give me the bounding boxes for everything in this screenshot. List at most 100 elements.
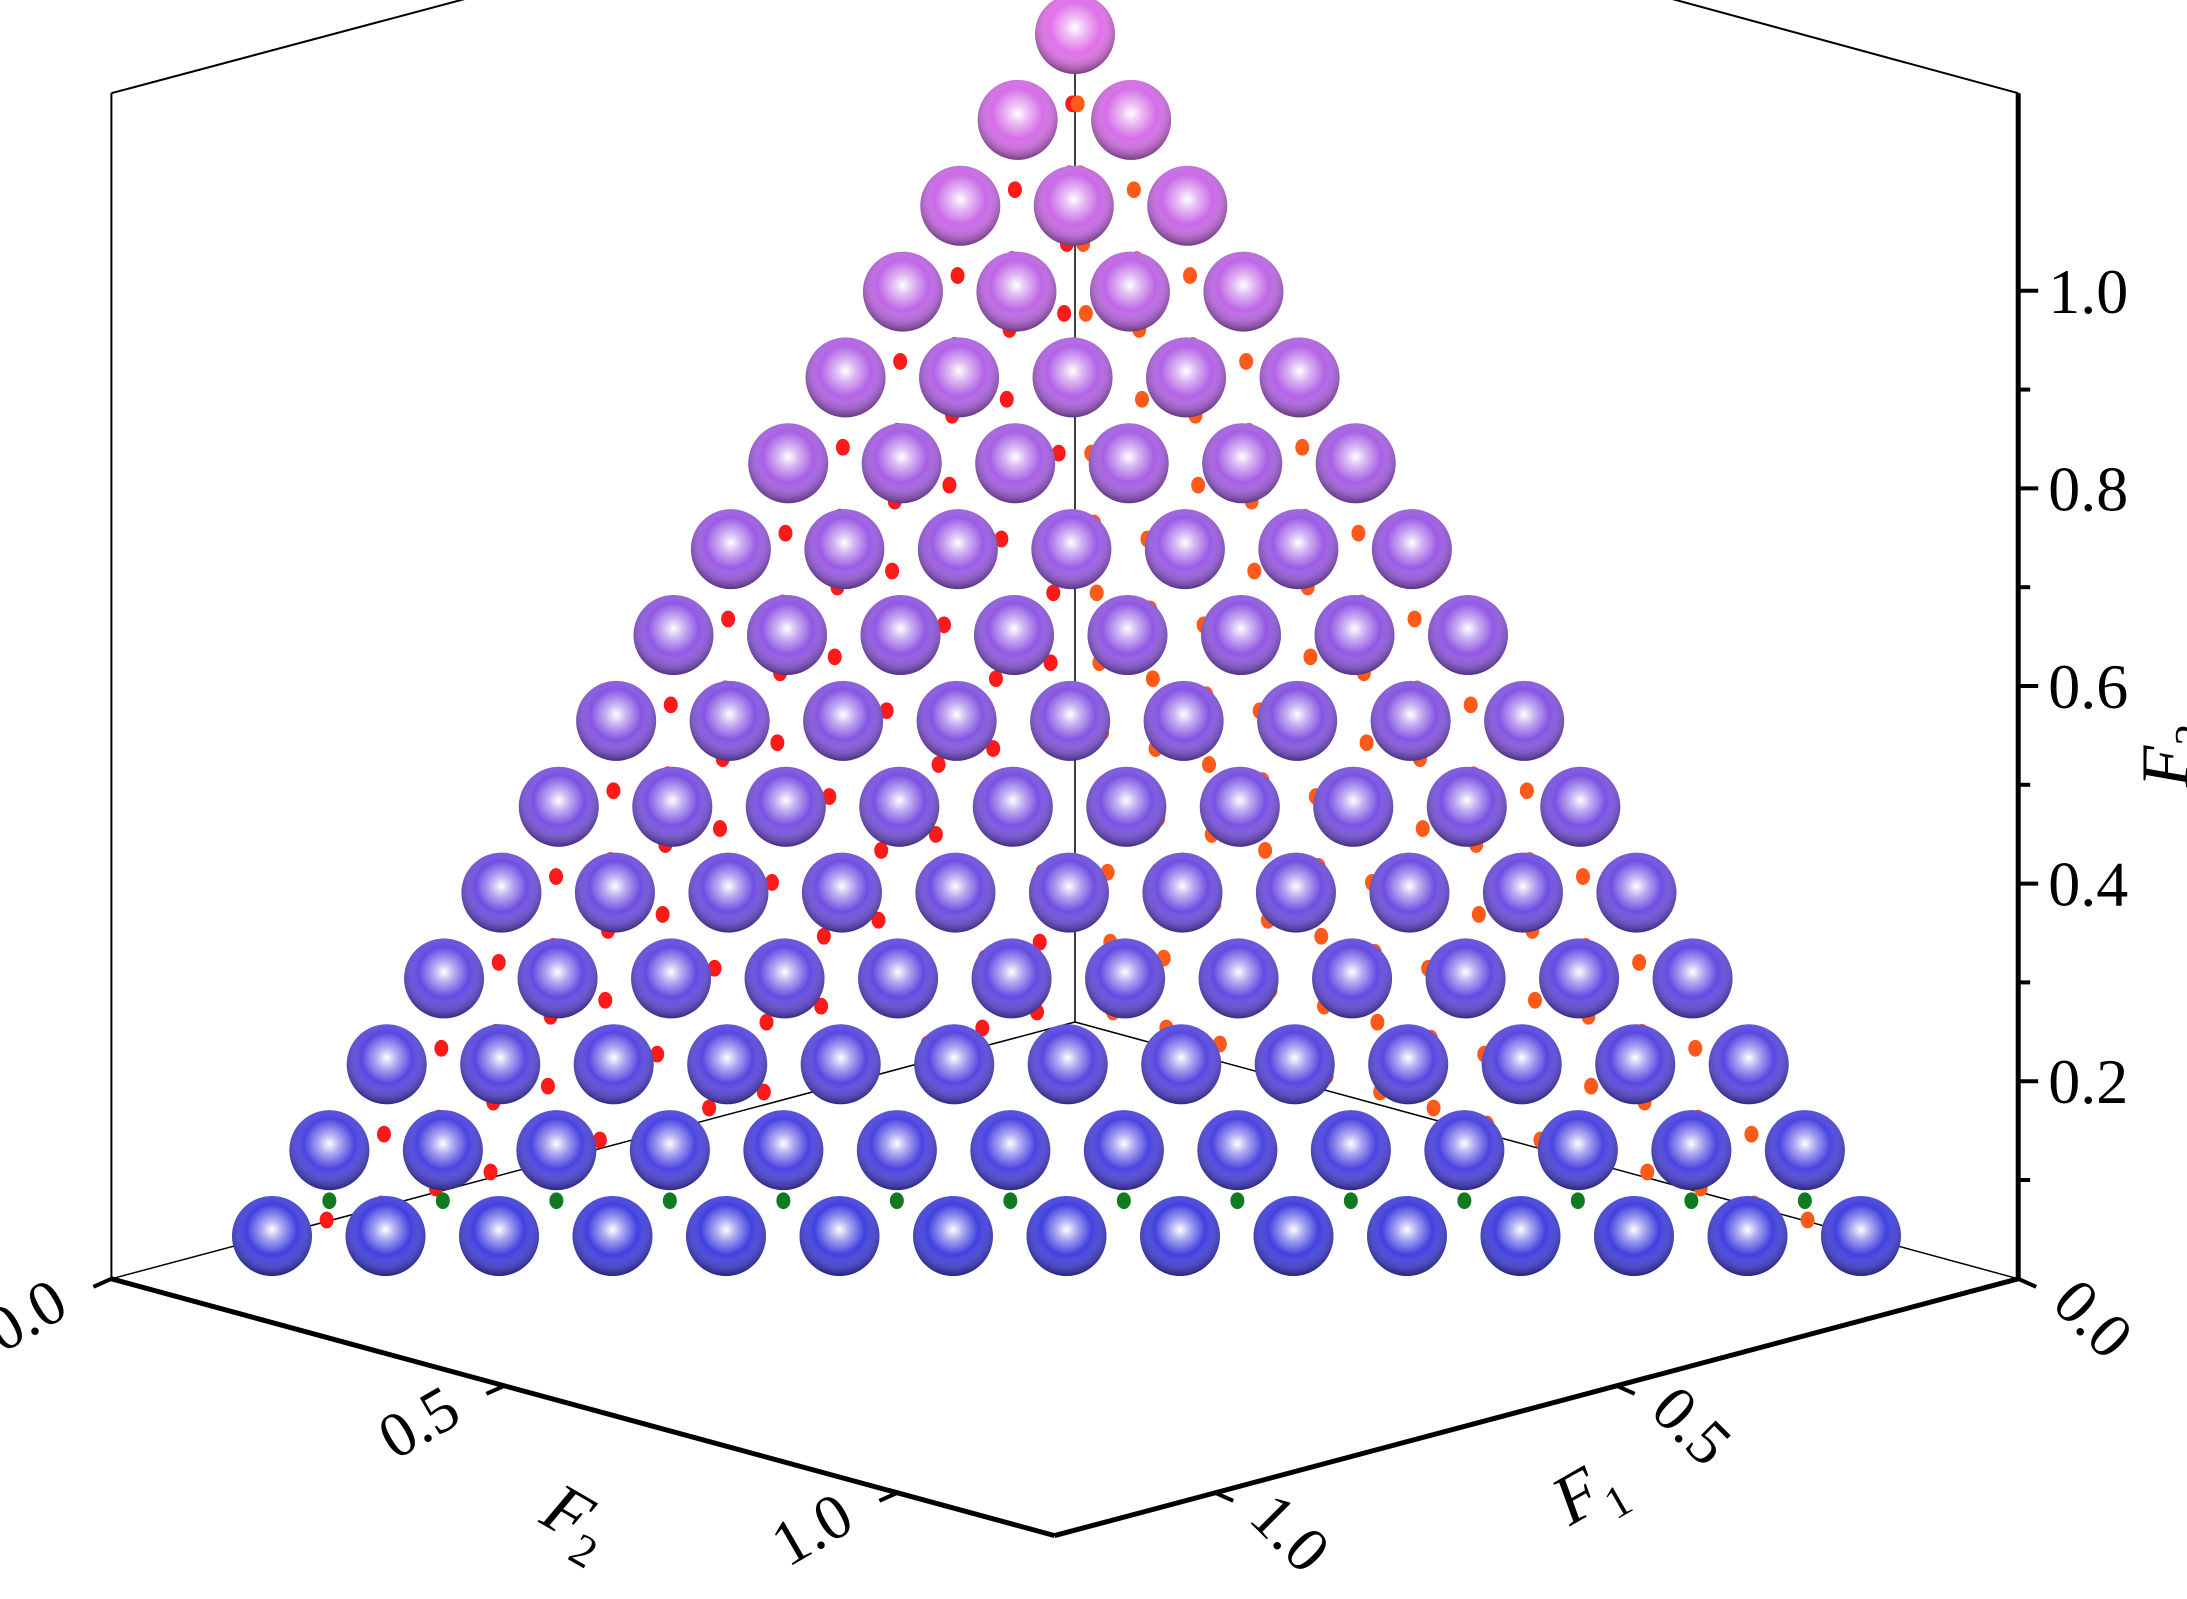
projection-point-f2f3: [986, 740, 1001, 757]
f1-axis-line: [1053, 1276, 2019, 1539]
projection-point-f2f3: [822, 788, 837, 805]
projection-point-f2f3: [879, 702, 894, 720]
pareto-point: [1027, 1024, 1108, 1105]
f3-tick-label: 0.8: [2048, 453, 2128, 524]
projection-point-f1f3: [1632, 954, 1647, 971]
pareto-point: [631, 938, 712, 1019]
pareto-point: [686, 1196, 766, 1276]
projection-point-f1f3: [1258, 842, 1273, 859]
pareto-point: [1035, 0, 1115, 74]
pareto-point: [803, 680, 884, 761]
pareto-point: [1255, 852, 1336, 933]
pareto-point: [345, 1196, 426, 1276]
pareto-point: [1028, 852, 1109, 933]
pareto-point: [461, 852, 542, 933]
projection-point-f1f2: [1684, 1192, 1699, 1210]
pareto-point: [919, 337, 1000, 418]
projection-point-f2f3: [950, 267, 965, 284]
projection-point-f2f3: [942, 476, 957, 494]
projection-point-f2f3: [549, 868, 564, 885]
pareto-point: [916, 680, 997, 761]
pareto-point: [1026, 1196, 1107, 1276]
pareto-point: [745, 766, 826, 847]
pareto-point: [860, 595, 941, 675]
pareto-point: [1707, 1196, 1788, 1276]
projection-point-f1f2: [1230, 1192, 1245, 1210]
projection-point-f1f3: [1126, 181, 1141, 199]
pareto-point: [632, 766, 713, 847]
pareto-point: [1539, 938, 1620, 1019]
axes: 0.2 0.4 0.6 0.8 1.0 F3 0.0 0.5 1.0 F2 0.0 0.5 1.0 F1: [0, 93, 2187, 1586]
pareto-point: [805, 337, 886, 418]
projection-point-f2f3: [1046, 584, 1061, 602]
projection-point-f2f3: [814, 997, 829, 1015]
projection-point-f1f3: [1359, 734, 1374, 752]
projection-point-f2f3: [931, 756, 946, 773]
projection-point-f1f3: [1576, 868, 1590, 885]
projection-point-f2f3: [778, 524, 793, 542]
pareto-point: [346, 1024, 427, 1105]
pareto-point: [1424, 1110, 1505, 1191]
pareto-point: [518, 766, 599, 847]
pareto-point: [1371, 509, 1452, 590]
pareto-point: [1259, 337, 1340, 418]
projection-point-f2f3: [764, 874, 779, 891]
pareto-point: [687, 1024, 768, 1105]
pareto-point: [689, 680, 770, 761]
projection-point-f2f3: [1007, 181, 1022, 199]
projection-point-f1f3: [1640, 1163, 1655, 1181]
projection-point-f2f3: [874, 842, 889, 859]
pareto-point: [1199, 766, 1280, 847]
pareto-point: [1426, 766, 1507, 847]
pareto-point: [1033, 165, 1114, 246]
pareto-point: [862, 251, 943, 332]
pareto-point: [1087, 595, 1168, 675]
projection-point-f2f3: [988, 670, 1003, 688]
projection-point-f1f2: [1003, 1192, 1018, 1210]
pareto-point: [460, 1024, 541, 1105]
pareto-point: [1310, 1110, 1391, 1191]
projection-point-f1f3: [1415, 820, 1430, 837]
projection-point-f1f2: [435, 1192, 450, 1210]
pareto-point: [1313, 766, 1394, 847]
projection-point-f1f2: [1797, 1192, 1812, 1210]
f1-tick: [2017, 1276, 2038, 1289]
projection-point-f1f3: [1584, 1077, 1599, 1095]
projection-point-f1f3: [1314, 927, 1329, 945]
projection-point-f2f3: [835, 438, 850, 456]
pareto-point: [1143, 680, 1224, 761]
projection-point-f1f2: [1570, 1192, 1585, 1210]
projection-point-f2f3: [655, 906, 670, 923]
pareto-point: [1312, 938, 1393, 1019]
pareto-point: [1369, 852, 1450, 933]
pareto-point: [799, 1196, 880, 1276]
pareto-point: [404, 938, 485, 1019]
pareto-point: [1540, 766, 1621, 847]
projection-point-f2f3: [598, 991, 613, 1009]
f2-tick-label: 1.0: [759, 1478, 864, 1579]
pareto-point: [1254, 1024, 1335, 1105]
projection-point-f1f3: [1135, 390, 1149, 408]
projection-point-f2f3: [491, 954, 506, 971]
pareto-point: [1651, 1110, 1732, 1191]
pareto-point: [748, 423, 829, 504]
projection-point-f1f3: [1426, 1099, 1441, 1117]
pareto-point: [1595, 1024, 1676, 1105]
pareto-point: [1140, 1196, 1220, 1276]
f1-tick: [1214, 1490, 1235, 1503]
pareto-point: [920, 165, 1001, 246]
pareto-point: [1484, 680, 1565, 761]
pareto-point: [1482, 852, 1563, 933]
projection-point-f2f3: [885, 562, 900, 580]
projection-point-f1f3: [1247, 562, 1262, 580]
projection-point-f1f3: [1528, 991, 1542, 1009]
f2-tick: [485, 1383, 506, 1396]
projection-point-f2f3: [756, 1083, 771, 1101]
projection-point-f2f3: [975, 1019, 990, 1037]
projection-point-f1f3: [1303, 648, 1318, 666]
f2-tick-label: 0.0: [0, 1264, 78, 1365]
f3-tick-label: 0.2: [2048, 1046, 2128, 1117]
pareto-point: [1032, 337, 1113, 418]
projection-point-f2f3: [319, 1211, 334, 1229]
